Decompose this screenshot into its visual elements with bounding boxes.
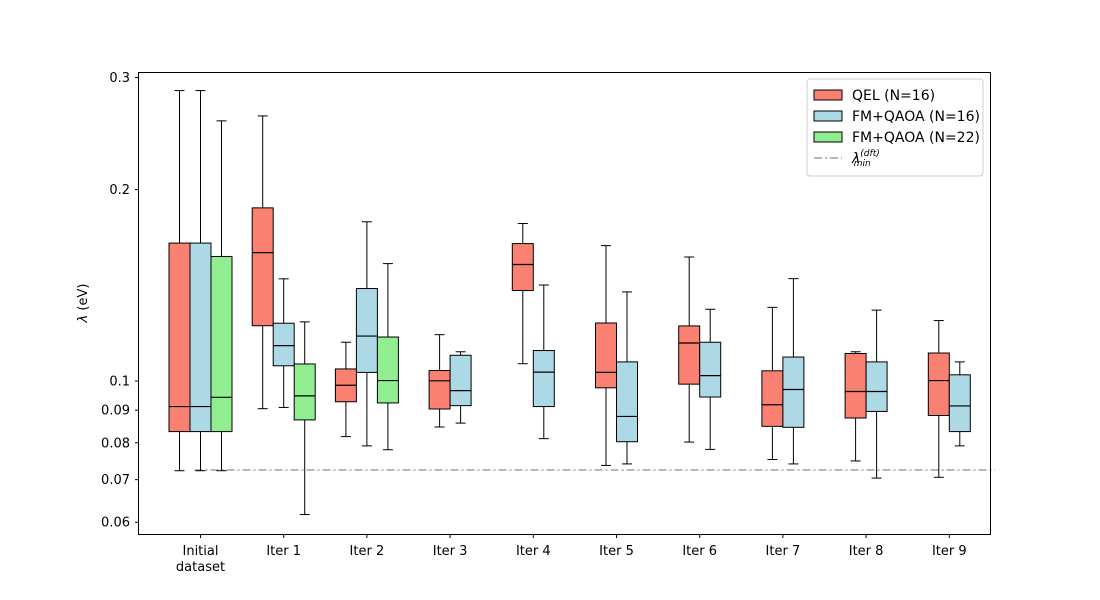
legend-ref-subscript: min xyxy=(854,159,871,169)
box-body xyxy=(844,353,867,419)
plot-area xyxy=(168,90,996,516)
box-body xyxy=(699,341,722,398)
box-body xyxy=(210,255,233,433)
box-qel-n-16--9 xyxy=(927,320,950,478)
box-fm-qaoa-n-22--0 xyxy=(210,120,233,472)
y-tick-label: 0.09 xyxy=(101,404,130,419)
box-qel-n-16--6 xyxy=(678,256,701,443)
box-body xyxy=(293,363,316,421)
box-body xyxy=(251,207,274,327)
y-axis: 0.3 0.2 0.1 0.09 0.08 0.07 0.06 xyxy=(101,71,139,531)
y-tick-label: 0.06 xyxy=(101,516,130,531)
box-body xyxy=(865,361,888,412)
legend-reference-label: λ(dft) min xyxy=(851,149,880,169)
y-axis-symbol: λ xyxy=(76,315,91,324)
box-body xyxy=(678,325,701,385)
x-tick-label: Initial xyxy=(183,544,219,559)
legend-frame xyxy=(806,78,984,177)
box-body xyxy=(355,288,378,373)
box-body xyxy=(428,370,451,410)
box-fm-qaoa-n-16--9 xyxy=(948,361,971,447)
x-tick-label: Iter 8 xyxy=(849,544,884,559)
box-body xyxy=(616,361,638,443)
x-tick-label: dataset xyxy=(176,560,225,575)
box-body xyxy=(595,322,617,389)
legend-ref-base: λ xyxy=(851,151,860,167)
box-qel-n-16--2 xyxy=(334,341,357,438)
box-body xyxy=(511,243,534,292)
y-axis-label: λ (eV) xyxy=(76,284,91,324)
box-qel-n-16--0 xyxy=(168,90,191,472)
box-fm-qaoa-n-16--6 xyxy=(699,308,722,450)
legend-swatch xyxy=(813,110,843,122)
box-body xyxy=(189,242,212,433)
y-tick-label: 0.07 xyxy=(101,473,130,488)
y-tick-label: 0.3 xyxy=(109,71,130,86)
box-qel-n-16--5 xyxy=(595,245,617,466)
legend-swatch xyxy=(813,89,843,101)
legend-entry: QEL (N=16) xyxy=(852,88,935,104)
box-qel-n-16--7 xyxy=(761,306,784,460)
box-body xyxy=(376,336,399,404)
box-body xyxy=(948,374,971,433)
y-tick-label: 0.08 xyxy=(101,436,130,451)
box-fm-qaoa-n-22--2 xyxy=(376,263,399,451)
box-body xyxy=(449,354,472,407)
y-tick-label: 0.2 xyxy=(109,183,130,198)
box-body xyxy=(927,352,950,416)
box-fm-qaoa-n-16--0 xyxy=(189,90,212,472)
y-axis-unit: (eV) xyxy=(76,284,91,315)
legend-ref-superscript: (dft) xyxy=(860,149,879,159)
box-fm-qaoa-n-16--2 xyxy=(355,221,378,447)
box-fm-qaoa-n-16--1 xyxy=(272,278,295,408)
box-qel-n-16--1 xyxy=(251,115,274,410)
box-fm-qaoa-n-16--4 xyxy=(532,284,555,440)
box-fm-qaoa-n-16--3 xyxy=(449,351,472,424)
box-qel-n-16--8 xyxy=(844,351,867,462)
box-qel-n-16--4 xyxy=(511,223,534,365)
box-body xyxy=(761,370,784,427)
legend-entry: FM+QAOA (N=16) xyxy=(852,109,980,125)
legend-swatch xyxy=(813,131,843,143)
legend: QEL (N=16) FM+QAOA (N=16) FM+QAOA (N=22) λ(… xyxy=(806,78,984,177)
box-fm-qaoa-n-16--5 xyxy=(616,291,638,465)
x-tick-label: Iter 6 xyxy=(682,544,717,559)
box-body xyxy=(272,322,295,367)
legend-entry: FM+QAOA (N=22) xyxy=(852,130,980,146)
x-tick-label: Iter 4 xyxy=(516,544,551,559)
box-fm-qaoa-n-16--8 xyxy=(865,309,888,479)
x-tick-label: Iter 1 xyxy=(266,544,301,559)
box-body xyxy=(782,356,805,428)
x-tick-label: Iter 9 xyxy=(932,544,967,559)
axes-frame xyxy=(138,72,991,535)
box-qel-n-16--3 xyxy=(428,334,451,428)
box-body xyxy=(168,242,191,433)
box-fm-qaoa-n-16--7 xyxy=(782,278,805,465)
x-tick-label: Iter 5 xyxy=(599,544,634,559)
x-tick-label: Iter 7 xyxy=(766,544,801,559)
x-tick-label: Iter 3 xyxy=(433,544,468,559)
y-tick-label: 0.1 xyxy=(109,375,130,390)
box-fm-qaoa-n-22--1 xyxy=(293,321,316,516)
box-body xyxy=(532,350,555,408)
x-tick-label: Iter 2 xyxy=(350,544,385,559)
